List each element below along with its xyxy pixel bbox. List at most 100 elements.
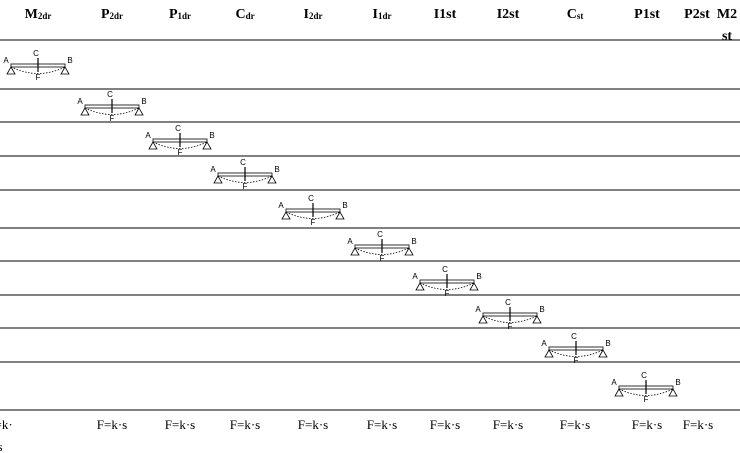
- column-header: P1dr: [169, 4, 191, 26]
- formula: F=k·s: [97, 414, 127, 436]
- label-a: A: [412, 272, 418, 281]
- beam-diagram: A B C F: [347, 230, 416, 263]
- label-c: C: [377, 230, 383, 239]
- label-b: B: [342, 201, 347, 210]
- label-f: F: [243, 182, 248, 191]
- formula-text: F=k·s: [96, 417, 128, 432]
- column-header: Cdr: [235, 4, 254, 26]
- label-b: B: [411, 237, 416, 246]
- header-sub: st: [576, 11, 584, 21]
- formula-text: F=k·s: [229, 417, 261, 432]
- label-a: A: [210, 165, 216, 174]
- deflection: [84, 107, 140, 115]
- formula-text: F=k·s: [682, 417, 714, 432]
- header-main: P: [100, 7, 110, 22]
- label-a: A: [77, 97, 83, 106]
- support: [281, 211, 291, 220]
- formula-text: F=k·s: [366, 417, 398, 432]
- header-sub: 1dr: [377, 11, 392, 21]
- support: [415, 282, 425, 291]
- deflection: [419, 282, 475, 290]
- support: [404, 247, 414, 256]
- formula: F=k·s: [165, 414, 195, 436]
- formula-text: F=k·s: [631, 417, 663, 432]
- support: [335, 211, 345, 220]
- formula-text: F=k·s: [0, 417, 13, 453]
- support: [202, 141, 212, 150]
- support: [134, 107, 144, 116]
- column-header: I1st: [434, 4, 457, 26]
- beam-diagram: A B C F: [210, 158, 279, 191]
- label-c: C: [107, 90, 113, 99]
- header-main: I1st: [433, 7, 457, 22]
- label-f: F: [644, 395, 649, 404]
- label-a: A: [278, 201, 284, 210]
- label-b: B: [209, 131, 214, 140]
- label-c: C: [442, 265, 448, 274]
- label-f: F: [178, 148, 183, 157]
- beam-diagram: A B C F: [611, 371, 680, 404]
- beam-diagram: A B C F: [278, 194, 347, 227]
- label-c: C: [641, 371, 647, 380]
- label-b: B: [67, 56, 72, 65]
- support: [60, 66, 70, 75]
- label-b: B: [476, 272, 481, 281]
- label-b: B: [539, 305, 544, 314]
- deflection: [482, 315, 538, 323]
- column-header: I2st: [497, 4, 520, 26]
- column-header: I2dr: [304, 4, 323, 26]
- column-header: M2st: [715, 4, 739, 48]
- label-c: C: [33, 49, 39, 58]
- label-b: B: [605, 339, 610, 348]
- deflection: [618, 388, 674, 396]
- label-b: B: [675, 378, 680, 387]
- support: [614, 388, 624, 397]
- beam-diagram: A B C F: [3, 49, 72, 82]
- support: [668, 388, 678, 397]
- support: [469, 282, 479, 291]
- header-main: I: [303, 7, 309, 22]
- label-f: F: [311, 218, 316, 227]
- header-main: P: [168, 7, 178, 22]
- beam-diagram: A B C F: [475, 298, 544, 331]
- support: [532, 315, 542, 324]
- label-c: C: [308, 194, 314, 203]
- support: [148, 141, 158, 150]
- label-f: F: [380, 254, 385, 263]
- support: [267, 175, 277, 184]
- formula: F=k·s: [430, 414, 460, 436]
- label-f: F: [36, 73, 41, 82]
- label-b: B: [274, 165, 279, 174]
- column-header: P2dr: [101, 4, 123, 26]
- formula: F=k·s: [683, 414, 713, 436]
- label-c: C: [175, 124, 181, 133]
- column-header: P2st: [684, 4, 710, 26]
- header-main: P1st: [634, 7, 660, 22]
- support: [544, 349, 554, 358]
- header-main: C: [566, 7, 577, 22]
- support: [80, 107, 90, 116]
- deflection: [10, 66, 66, 74]
- label-a: A: [347, 237, 353, 246]
- formula-text: F=k·s: [492, 417, 524, 432]
- beam-diagram: A B C F: [412, 265, 481, 298]
- label-a: A: [3, 56, 9, 65]
- support: [213, 175, 223, 184]
- label-a: A: [475, 305, 481, 314]
- header-main: I: [372, 7, 378, 22]
- column-header: P1st: [634, 4, 660, 26]
- support: [350, 247, 360, 256]
- label-a: A: [145, 131, 151, 140]
- support: [478, 315, 488, 324]
- formula: F=k·s: [632, 414, 662, 436]
- header-main: M2st: [716, 7, 738, 44]
- beam-diagram: A B C F: [77, 90, 146, 123]
- label-a: A: [541, 339, 547, 348]
- formula: F=k·s: [0, 414, 15, 453]
- header-main: P2st: [684, 7, 710, 22]
- column-header: M2dr: [25, 4, 52, 26]
- label-f: F: [445, 289, 450, 298]
- label-c: C: [571, 332, 577, 341]
- column-header: Cst: [567, 4, 584, 26]
- header-main: I2st: [496, 7, 520, 22]
